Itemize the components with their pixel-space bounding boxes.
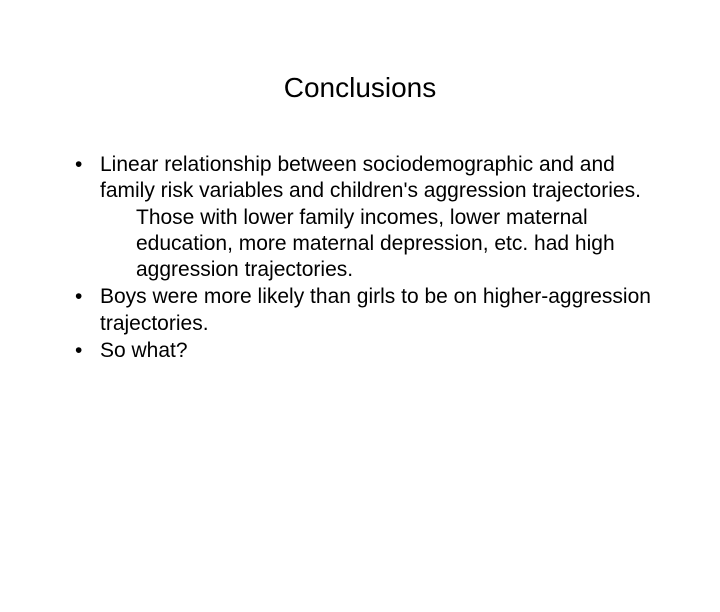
bullet-text: Linear relationship between sociodemogra… xyxy=(100,153,641,202)
bullet-text: So what? xyxy=(100,339,188,362)
bullet-list: Linear relationship between sociodemogra… xyxy=(72,152,656,364)
bullet-item: So what? xyxy=(72,338,656,364)
bullet-text: Boys were more likely than girls to be o… xyxy=(100,285,651,334)
slide-container: Conclusions Linear relationship between … xyxy=(0,72,720,612)
bullet-item: Boys were more likely than girls to be o… xyxy=(72,284,656,337)
bullet-subtext: Those with lower family incomes, lower m… xyxy=(100,205,656,284)
bullet-item: Linear relationship between sociodemogra… xyxy=(72,152,656,283)
slide-content: Linear relationship between sociodemogra… xyxy=(0,152,720,364)
slide-title: Conclusions xyxy=(0,72,720,104)
